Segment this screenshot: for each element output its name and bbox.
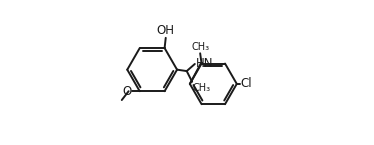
Text: O: O [122, 85, 132, 98]
Text: CH₃: CH₃ [193, 84, 211, 93]
Text: HN: HN [196, 57, 213, 70]
Text: Cl: Cl [240, 77, 252, 90]
Text: OH: OH [157, 24, 175, 37]
Text: CH₃: CH₃ [191, 42, 209, 52]
